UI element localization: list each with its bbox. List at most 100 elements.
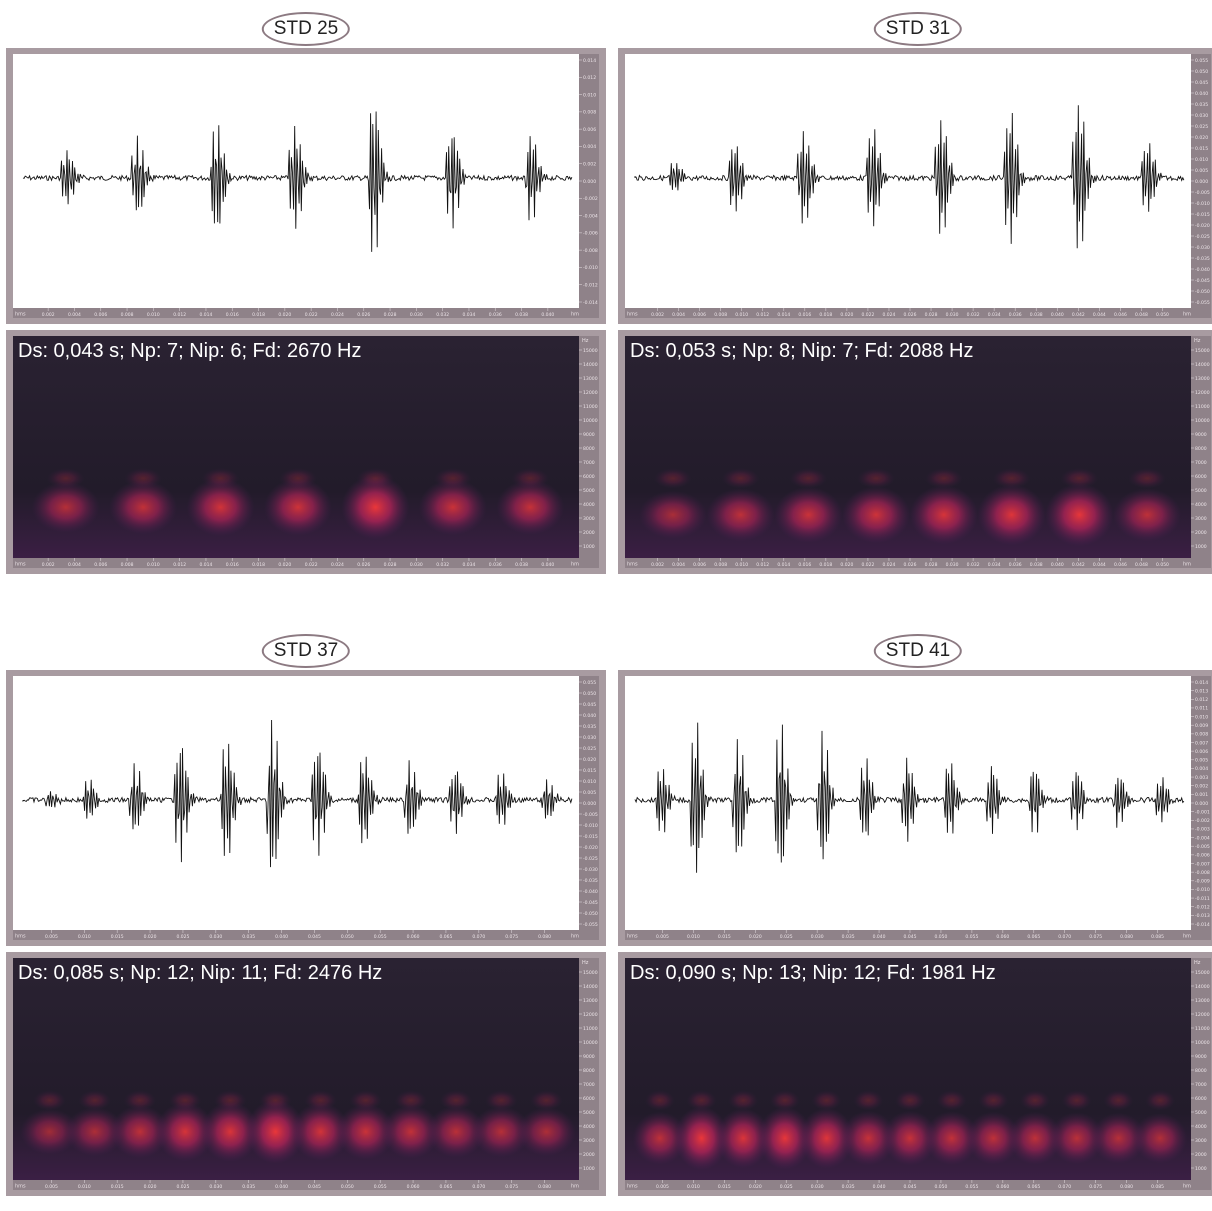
time-tick-label: 0.018 (252, 562, 265, 568)
pulse-energy (418, 479, 487, 536)
time-tick-label: 0.040 (541, 312, 554, 318)
time-tick-label: 0.008 (121, 562, 134, 568)
time-tick-label: 0.075 (505, 1184, 518, 1190)
side-tick-label: 0.008 (1195, 732, 1208, 738)
time-tick-label: 0.020 (278, 312, 291, 318)
time-tick-label: 0.026 (357, 312, 370, 318)
pulse-energy (496, 479, 565, 535)
pulse-harmonic (853, 1090, 884, 1111)
time-tick-label: 0.020 (144, 1184, 157, 1190)
side-tick-label: 0.040 (583, 713, 596, 719)
pulse-harmonic (279, 468, 317, 489)
side-tick-label: 14000 (1195, 984, 1210, 990)
side-tick-label: 5000 (1195, 488, 1207, 494)
time-unit-label: hms (627, 934, 638, 940)
side-tick-label: -0.014 (583, 300, 598, 306)
time-tick-label: 0.070 (472, 1184, 485, 1190)
panel-std-41: STD 41 hms 0.005 0.010 0.015 0.020 0.025 0.030… (618, 634, 1212, 1197)
waveform-plot: hms 0.005 0.010 0.015 0.020 0.025 0.030 0.035 0.… (13, 676, 599, 940)
pulse-energy (966, 1111, 1021, 1165)
side-tick-label: -0.020 (1195, 223, 1210, 229)
pulse-harmonic (1060, 468, 1099, 489)
side-tick-label: -0.055 (1195, 300, 1210, 306)
time-tick-label: 0.045 (308, 1184, 321, 1190)
side-tick-label: 0.035 (1195, 102, 1208, 108)
side-tick-label: 0.050 (583, 691, 596, 697)
side-tick-label: 0.035 (583, 724, 596, 730)
side-tick-label: 1000 (583, 544, 595, 550)
time-tick-label: 0.065 (439, 934, 452, 940)
time-tick-label: 0.016 (798, 562, 811, 568)
side-tick-label: -0.002 (1195, 818, 1210, 824)
panel-label: STD 41 (873, 634, 963, 668)
side-tick-label: 0.008 (583, 110, 596, 116)
time-unit-label: hms (627, 562, 638, 568)
side-tick-label: -0.010 (1195, 201, 1210, 207)
time-tick-label: 0.080 (538, 1184, 551, 1190)
time-tick-label: 0.016 (798, 312, 811, 318)
time-tick-label: 0.030 (811, 1184, 824, 1190)
time-tick-label: 0.085 (1151, 934, 1164, 940)
side-tick-label: 9000 (583, 1054, 595, 1060)
time-axis: hms 0.002 0.004 0.006 0.008 0.010 0.012 0.014 0.… (13, 558, 582, 568)
side-tick-label: 3000 (1195, 1138, 1207, 1144)
side-tick-label: 0.001 (1195, 792, 1208, 798)
pulse-energy (632, 1111, 687, 1165)
side-axis: 0.055 0.050 0.045 0.040 0.035 0.030 0.025 0.020… (1191, 54, 1211, 318)
pulse-harmonic (895, 1090, 925, 1111)
pulse-energy (882, 1110, 938, 1166)
side-tick-label: -0.010 (583, 823, 598, 829)
time-tick-label: 0.010 (687, 1184, 700, 1190)
side-tick-label: -0.004 (583, 213, 598, 219)
pulse-energy (186, 478, 255, 537)
side-tick-label: -0.007 (1195, 861, 1210, 867)
side-tick-label: 3000 (1195, 516, 1207, 522)
side-tick-label: -0.015 (583, 834, 598, 840)
waveform-trace (634, 722, 1185, 873)
time-tick-label: 0.028 (384, 312, 397, 318)
pulse-energy (716, 1108, 771, 1169)
panel-label: STD 25 (261, 12, 351, 46)
time-tick-label: 0.005 (45, 1184, 58, 1190)
side-tick-label: -0.008 (1195, 870, 1210, 876)
side-tick-label: -0.006 (583, 231, 598, 237)
time-tick-label: 0.036 (489, 312, 502, 318)
time-tick-label: 0.012 (756, 562, 769, 568)
side-tick-label: 5000 (583, 1110, 595, 1116)
pulse-energy (341, 475, 410, 540)
side-tick-label: 0.002 (583, 162, 596, 168)
time-tick-label: 0.022 (305, 562, 318, 568)
side-tick-label: -0.005 (1195, 844, 1210, 850)
pulse-harmonic (1103, 1090, 1134, 1111)
pulse-energy (291, 1102, 350, 1161)
pulse-energy (31, 481, 100, 533)
time-tick-label: 0.018 (819, 562, 832, 568)
time-tick-label: 0.030 (209, 934, 222, 940)
pulse-energy (799, 1107, 854, 1169)
time-tick-label: 0.022 (305, 312, 318, 318)
time-tick-label: 0.008 (121, 312, 134, 318)
pulse-harmonic (304, 1090, 337, 1111)
pulse-harmonic (1128, 468, 1166, 489)
pulse-harmonic (978, 1090, 1009, 1111)
side-tick-label: 12000 (583, 390, 598, 396)
time-tick-label: 0.048 (1135, 562, 1148, 568)
side-tick-label: 0.010 (1195, 157, 1208, 163)
side-tick-label: 0.015 (583, 768, 596, 774)
time-tick-label: 0.002 (651, 312, 664, 318)
pulse-harmonic (439, 1090, 473, 1111)
time-tick-label: 0.028 (384, 562, 397, 568)
time-tick-label: 0.034 (988, 312, 1001, 318)
side-tick-label: 0.000 (1195, 801, 1208, 807)
time-tick-label: 0.036 (1009, 312, 1022, 318)
pulse-energy (65, 1107, 125, 1157)
side-tick-label: 0.012 (1195, 697, 1208, 703)
side-tick-label: 0.005 (583, 790, 596, 796)
time-tick-label: 0.006 (693, 312, 706, 318)
waveform-trace (634, 105, 1185, 249)
time-tick-label: 0.018 (252, 312, 265, 318)
side-tick-label: 15000 (1195, 970, 1210, 976)
time-tick-label: 0.075 (1089, 934, 1102, 940)
side-tick-label: 7000 (1195, 460, 1207, 466)
side-axis: Hz 15000 14000 13000 12000 11000 10000 9000 8000… (579, 336, 599, 568)
